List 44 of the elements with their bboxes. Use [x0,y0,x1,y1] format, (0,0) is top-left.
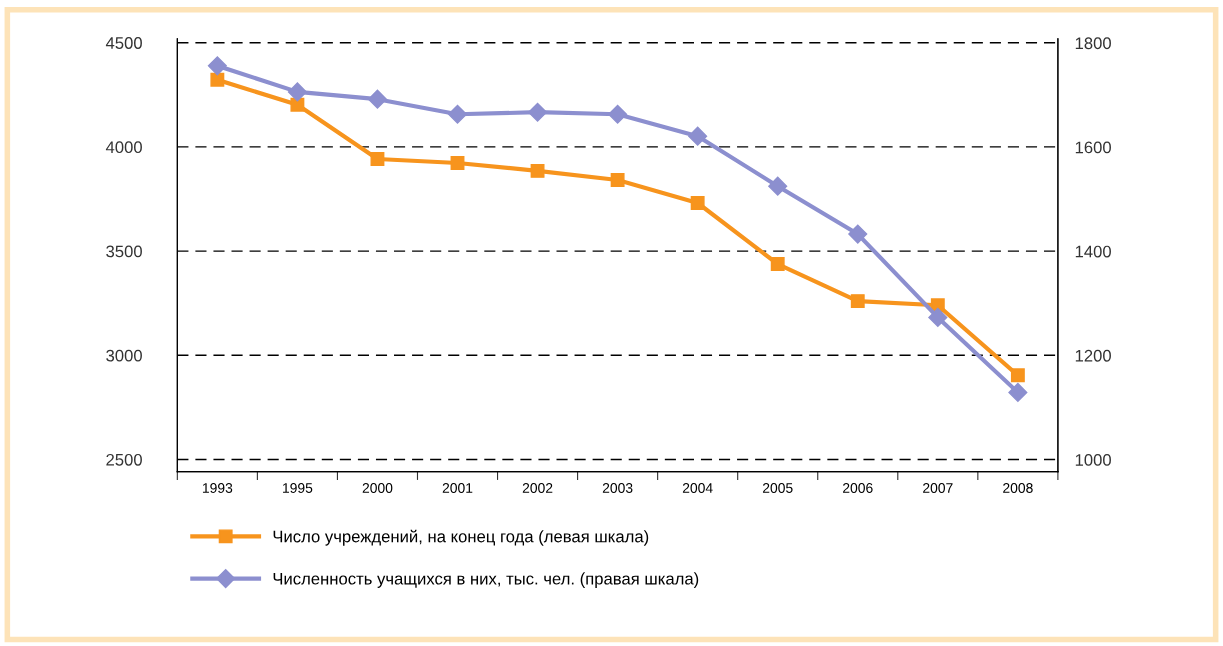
y2-tick-label: 1200 [1075,349,1111,362]
y2-tick-label: 1000 [1075,454,1111,466]
x-tick-label: 2007 [923,483,953,493]
x-tick-label: 2002 [522,483,553,493]
point [370,152,385,166]
point [610,173,625,187]
y2-tick-label: 1600 [1075,141,1111,154]
x-tick-label: 2006 [843,483,873,493]
y-tick-label: 3000 [106,349,142,362]
point [447,104,468,124]
x-tick-label: 2003 [602,483,633,493]
point [608,104,628,124]
point [290,97,305,112]
point [207,56,227,76]
point [690,196,705,210]
point [850,294,865,309]
point [367,89,387,109]
point [688,126,708,146]
x-tick-label: 1993 [202,483,233,493]
point [450,156,465,170]
x-tick-label: 2000 [362,483,393,493]
x-tick-label: 2004 [682,483,713,493]
x-tick-label: 1995 [283,483,313,493]
x-tick-label: 2005 [762,483,793,493]
legend-label: Численность учащихся в них, тыс. чел. (правая шкала) [273,572,699,588]
y-tick-label: 3500 [106,245,142,258]
point [210,72,225,87]
y-tick-label: 4500 [105,37,142,49]
x-tick-label: 2008 [1003,483,1033,493]
point [928,307,948,327]
y-tick-label: 4000 [105,141,142,154]
point [287,82,307,102]
y2-tick-label: 1800 [1075,37,1111,50]
point [770,257,785,271]
point [1010,368,1025,383]
y2-tick-label: 1400 [1075,245,1111,258]
point [530,163,545,178]
point [528,102,548,122]
point [768,176,788,196]
x-tick-label: 2001 [442,483,473,493]
point [1008,382,1028,402]
legend-label: Число учреждений, на конец года (левая шкала) [273,529,649,546]
point [848,224,868,244]
y-tick-label: 2500 [106,453,142,466]
